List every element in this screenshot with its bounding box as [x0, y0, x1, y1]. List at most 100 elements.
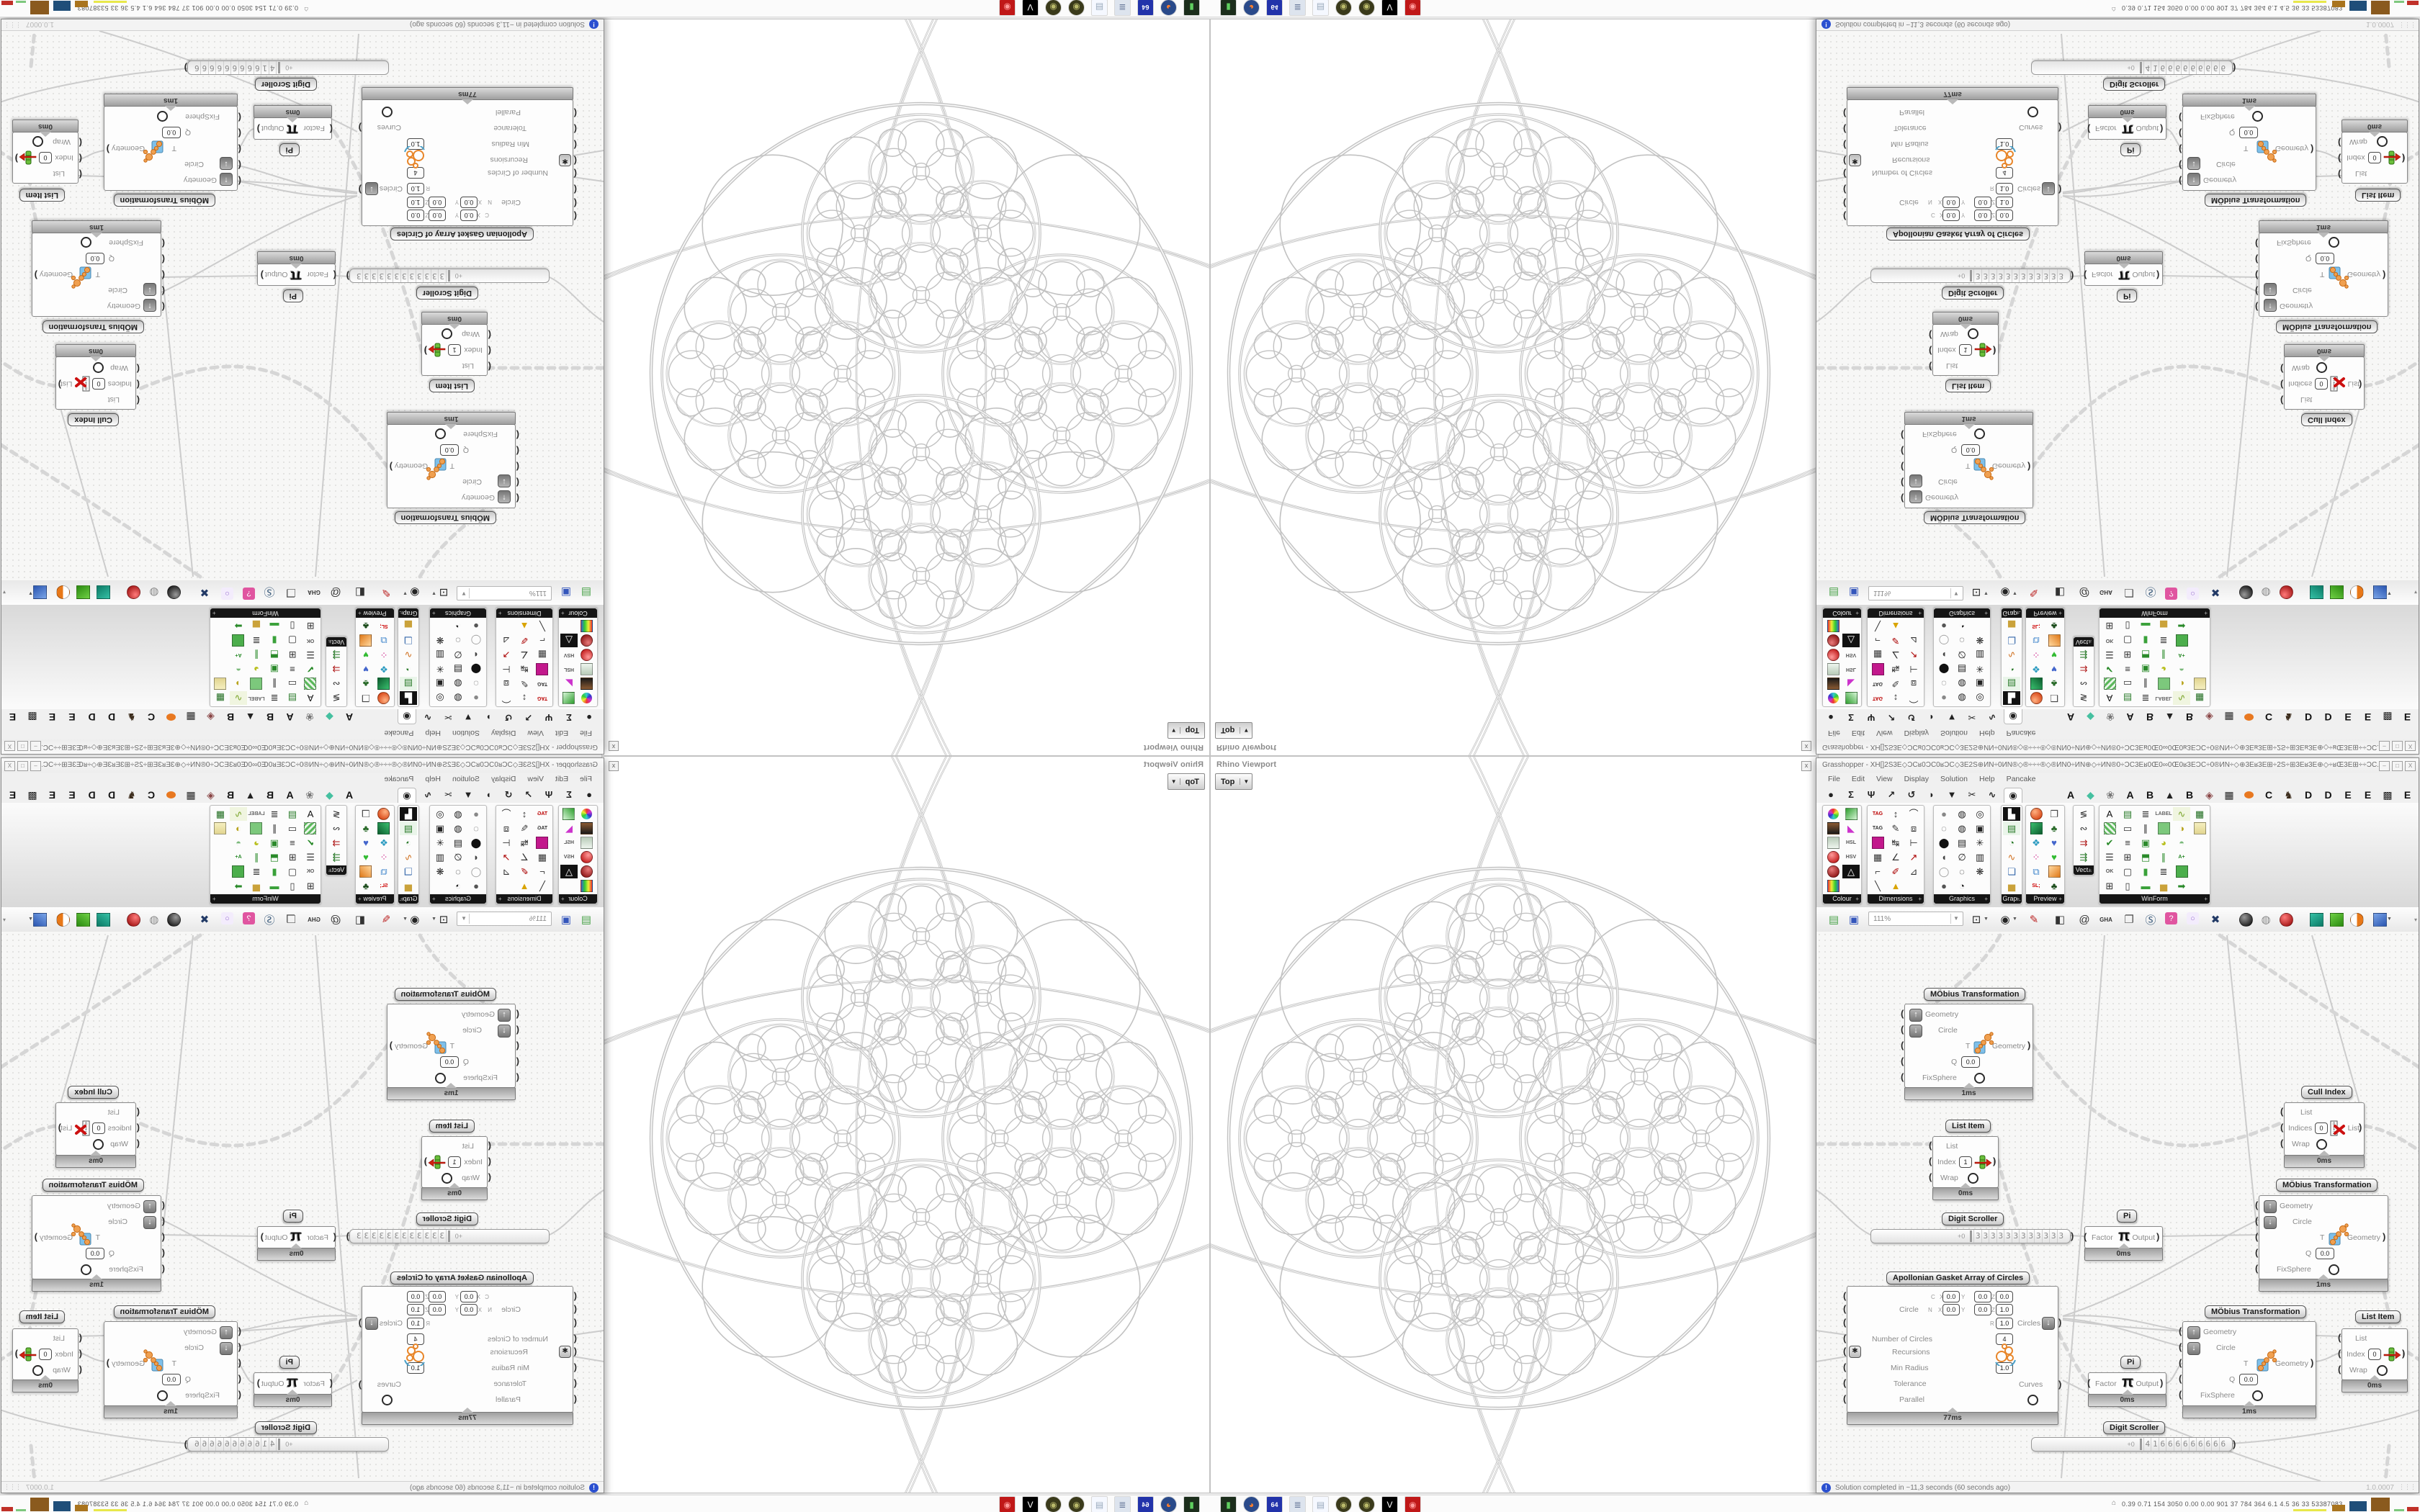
component-icon[interactable]: OK: [302, 634, 319, 647]
tab-plugin-2[interactable]: ❀: [305, 789, 314, 801]
node-listitem[interactable]: (((List Index 0 i) Wrap: [12, 1328, 82, 1380]
open-file-icon[interactable]: ▤: [1828, 586, 1839, 598]
component-icon[interactable]: ⬒: [2141, 649, 2151, 660]
component-icon[interactable]: [2027, 807, 2045, 821]
tab-plugin-11[interactable]: ♞: [2284, 789, 2293, 801]
scroller-digit[interactable]: 6: [254, 61, 262, 74]
email-at-icon[interactable]: @: [330, 913, 341, 926]
component-icon[interactable]: ❖: [2032, 837, 2040, 848]
component-icon[interactable]: ◖: [473, 852, 479, 863]
component-icon[interactable]: ▦: [215, 693, 225, 703]
palette-expand-icon[interactable]: +: [2088, 867, 2092, 873]
package-help-icon[interactable]: ?: [243, 912, 255, 924]
component-icon[interactable]: [534, 836, 551, 850]
component-icon[interactable]: ◣: [1847, 823, 1855, 834]
wire[interactable]: [2226, 935, 2258, 1234]
palette-name[interactable]: Grap.. +: [398, 894, 418, 904]
component-icon[interactable]: ◑: [236, 678, 241, 689]
wire[interactable]: [237, 1318, 358, 1347]
node-label[interactable]: MÖbius Transformation: [394, 511, 496, 524]
component-icon[interactable]: ∥: [2161, 852, 2166, 863]
node-label[interactable]: Digit Scroller: [1942, 287, 2004, 300]
component-icon[interactable]: [2191, 662, 2208, 676]
wire[interactable]: [573, 1330, 604, 1336]
component-icon[interactable]: ▤: [2003, 677, 2020, 690]
component-icon[interactable]: ▙: [400, 807, 417, 821]
component-icon[interactable]: ⇉: [2079, 837, 2088, 848]
scroller-thumb[interactable]: [2139, 1439, 2142, 1450]
node-apollonian[interactable]: ((((((((C X 0.0 Y 0.0 Z 0.0 Circle N X 0.0 Y 0.0 Z 1.0…: [1843, 1286, 2062, 1413]
node-apollonian[interactable]: ((((((((C X 0.0 Y 0.0 Z 0.0 Circle N X 0.0 Y 0.0 Z 1.0…: [1843, 99, 2061, 226]
value-box[interactable]: 1: [448, 1156, 461, 1168]
component-icon[interactable]: [2173, 634, 2190, 647]
scroller-digit[interactable]: 3: [385, 1230, 394, 1243]
output-port[interactable]: ): [2071, 1230, 2074, 1241]
red-emblem-icon[interactable]: ◉: [1404, 0, 1421, 16]
scroller-digit[interactable]: 6: [193, 61, 202, 74]
tab-plugin-5[interactable]: ▲: [245, 789, 256, 801]
tab-plugin-15[interactable]: E: [2364, 789, 2372, 801]
input-port[interactable]: (: [2255, 1215, 2259, 1226]
input-port[interactable]: (: [161, 1247, 165, 1258]
component-icon[interactable]: [534, 662, 551, 676]
component-icon[interactable]: ⧉: [380, 635, 387, 646]
scroller-digit[interactable]: 3: [423, 269, 431, 282]
toggle-circle[interactable]: [2316, 1139, 2327, 1150]
input-port[interactable]: (: [1901, 462, 1904, 472]
input-port[interactable]: (: [161, 1231, 165, 1242]
solid-green-icon[interactable]: [2329, 912, 2344, 927]
preview-eye-icon[interactable]: ◉: [410, 586, 420, 598]
upstream-icon[interactable]: ↑: [143, 1200, 156, 1213]
scroller-digit[interactable]: 1: [261, 61, 269, 74]
input-port[interactable]: (: [333, 270, 336, 281]
wire[interactable]: [237, 1315, 358, 1331]
scroller-digit[interactable]: 3: [370, 269, 379, 282]
component-icon[interactable]: [2045, 634, 2063, 647]
tab-icon-2[interactable]: Ψ: [544, 789, 553, 800]
component-icon[interactable]: [578, 634, 596, 647]
menu-item-help[interactable]: Help: [425, 729, 442, 737]
component-icon[interactable]: ◓: [2179, 664, 2184, 675]
component-icon[interactable]: ⧈: [503, 823, 510, 834]
output-port[interactable]: ): [2402, 153, 2406, 164]
toggle-circle[interactable]: [81, 237, 91, 248]
close-icon[interactable]: x: [609, 761, 619, 771]
lightbulb-icon[interactable]: ○: [2187, 912, 2199, 924]
wire[interactable]: [1816, 1356, 1847, 1362]
component-icon[interactable]: ◑: [2179, 823, 2184, 834]
input-port[interactable]: (: [329, 1377, 333, 1388]
input-port[interactable]: (: [1901, 1008, 1904, 1019]
palette-name[interactable]: Dimensions +: [1868, 894, 1924, 904]
upstream-icon[interactable]: ↑: [2187, 173, 2200, 186]
node-apollonian[interactable]: ((((((((C X 0.0 Y 0.0 Z 0.0 Circle N X 0.0 Y 0.0 Z 1.0…: [359, 1286, 577, 1413]
component-icon[interactable]: [1824, 662, 1842, 676]
solid-orange-icon[interactable]: [56, 912, 71, 927]
lightbulb-icon[interactable]: ○: [2187, 588, 2199, 600]
rhino-viewport[interactable]: Rhino Viewport x Top ▼: [1210, 756, 1819, 1493]
sketch-pen-icon[interactable]: ✎: [2029, 914, 2039, 926]
value-box[interactable]: 1: [1959, 1156, 1972, 1168]
tab-plugin-7[interactable]: ◈: [207, 789, 215, 801]
wire-dashed[interactable]: [2030, 364, 2286, 470]
menu-item-pancake[interactable]: Pancake: [384, 729, 414, 737]
output-port[interactable]: ): [2058, 1379, 2062, 1390]
palette-name[interactable]: WinForm +: [210, 894, 321, 904]
scroller-digit[interactable]: 6: [215, 1438, 224, 1451]
component-icon[interactable]: ❋: [436, 635, 444, 646]
palette-name[interactable]: Colour +: [559, 608, 597, 618]
chevron-down-icon[interactable]: ▼: [403, 917, 408, 922]
component-icon[interactable]: ↹: [520, 837, 529, 848]
gha-icon[interactable]: GHA: [2099, 585, 2113, 600]
input-port[interactable]: (: [238, 160, 241, 171]
component-icon[interactable]: [560, 619, 578, 633]
output-port[interactable]: ): [2383, 270, 2386, 281]
scroller-digit[interactable]: 6: [223, 61, 232, 74]
toggle-circle[interactable]: [2027, 107, 2038, 117]
input-port[interactable]: (: [161, 1215, 165, 1226]
preview-eye-icon[interactable]: ◉: [2000, 586, 2010, 598]
component-icon[interactable]: [578, 836, 596, 850]
value-box[interactable]: 0: [39, 1349, 52, 1360]
toggle-circle[interactable]: [157, 111, 168, 122]
node-label[interactable]: List Item: [19, 1310, 65, 1323]
component-icon[interactable]: TAG: [1869, 691, 1886, 705]
